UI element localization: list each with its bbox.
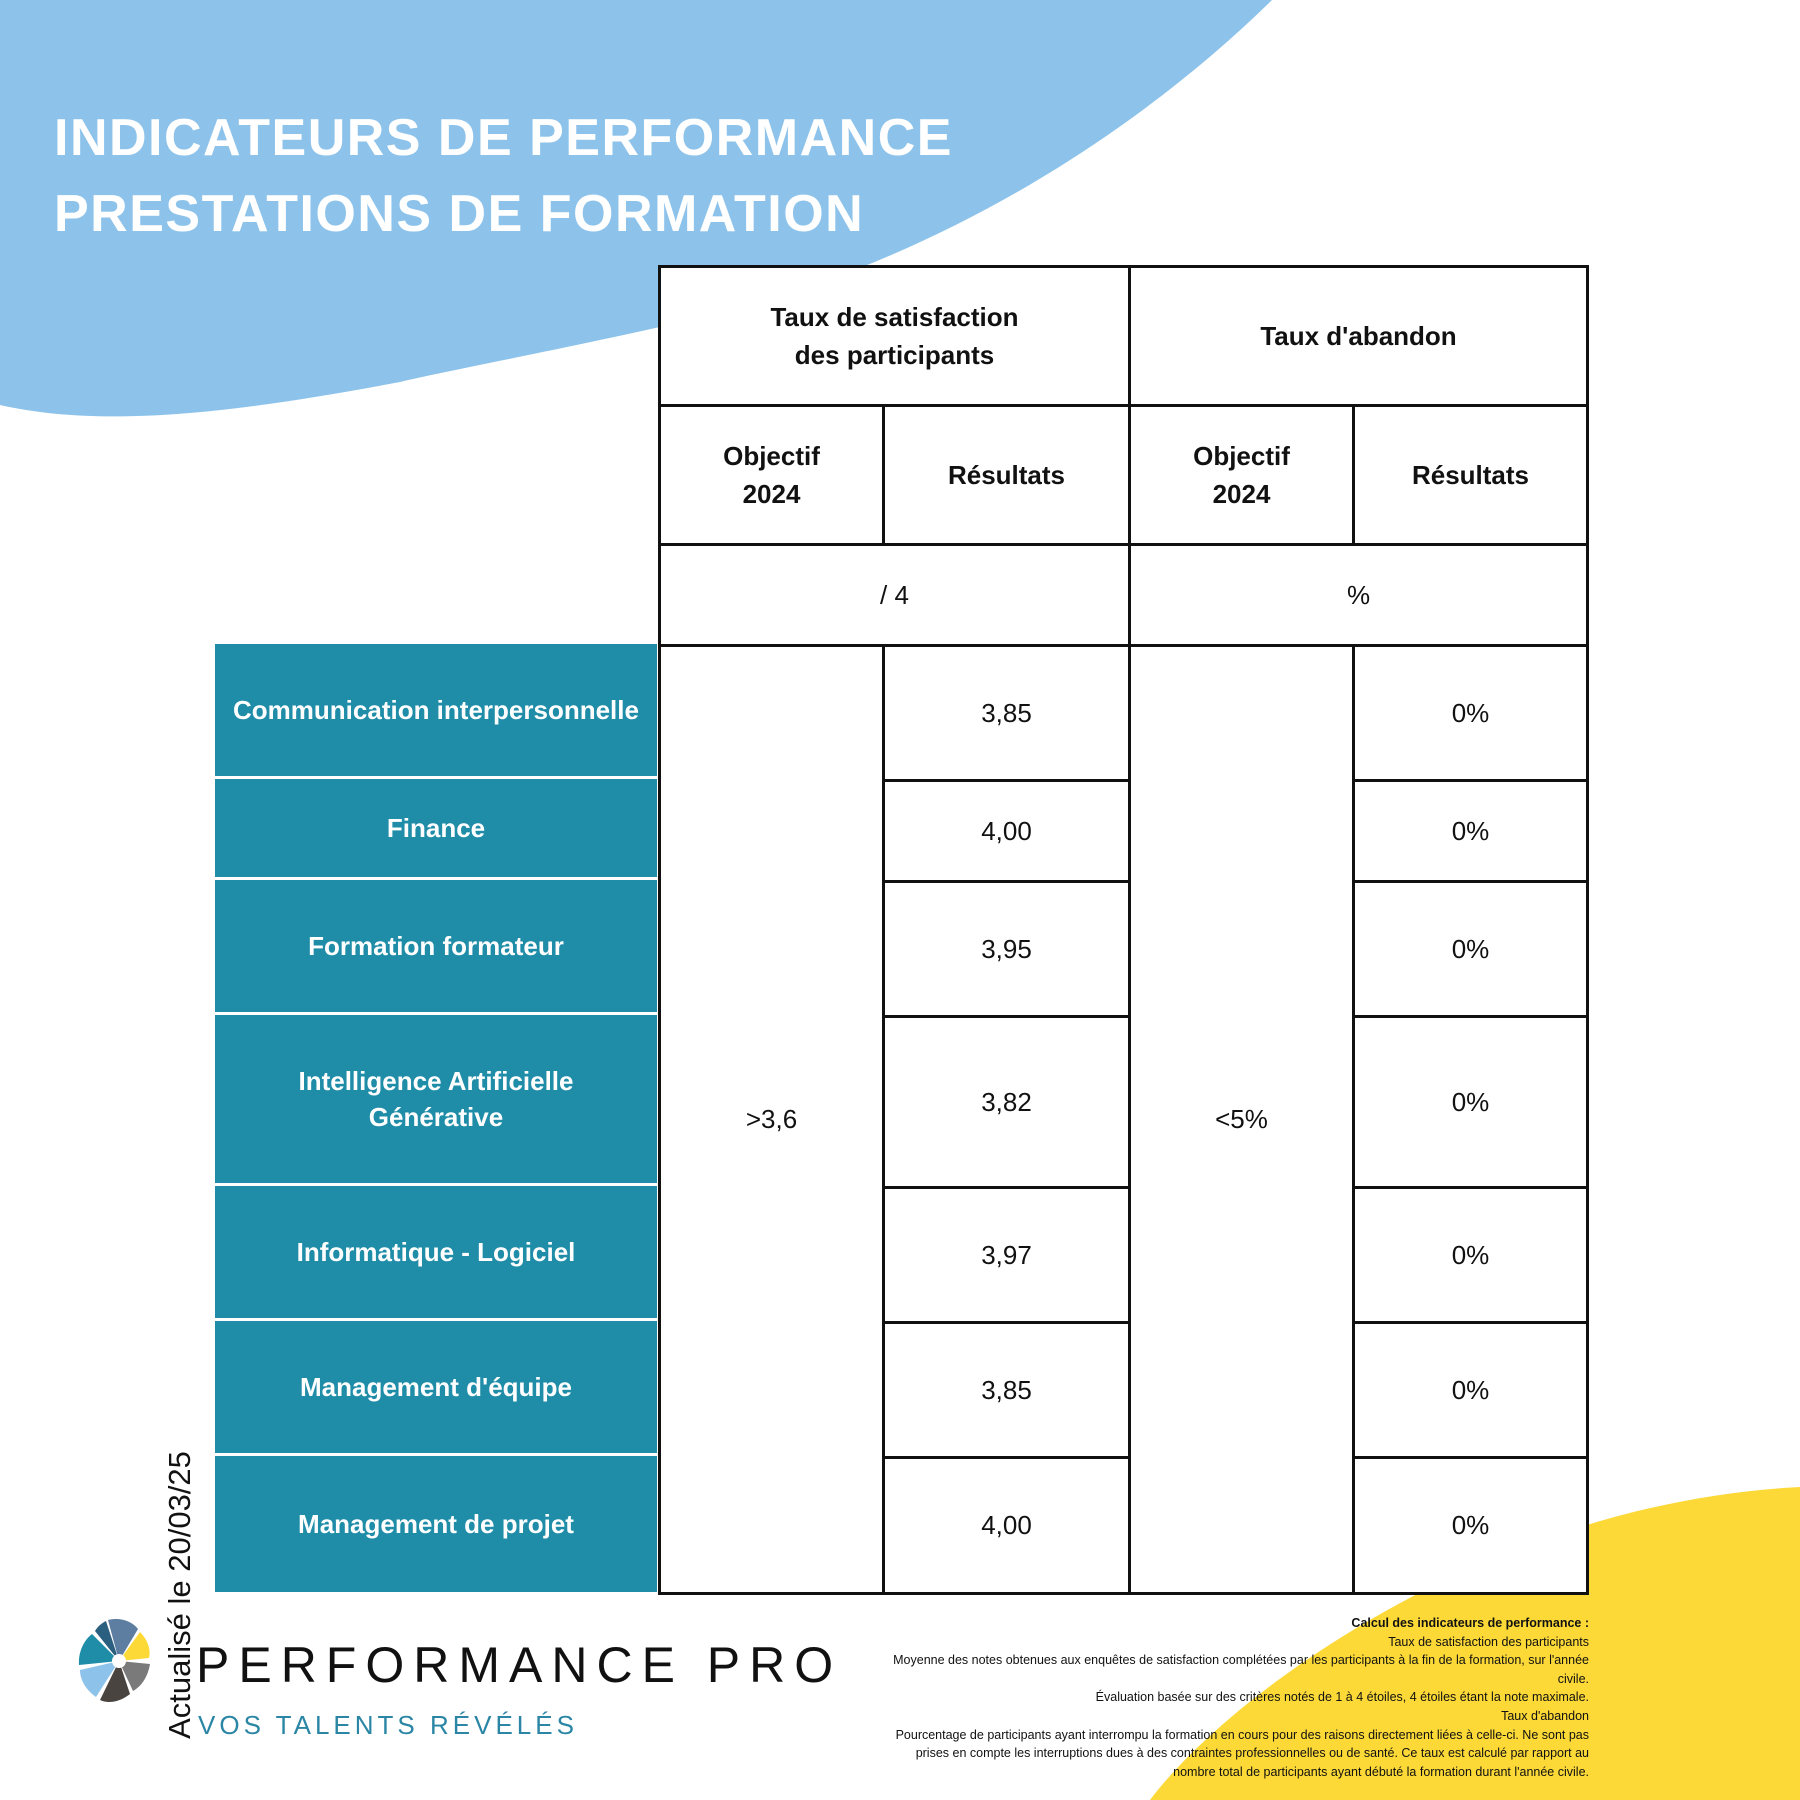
- satisfaction-objective-value: >3,6: [658, 644, 885, 1595]
- footnote-abandon-title: Taux d'abandon: [1501, 1708, 1589, 1723]
- satisfaction-result-cell: 4,00: [882, 1456, 1131, 1595]
- footnote-satisfaction-title: Taux de satisfaction des participants: [1388, 1634, 1589, 1649]
- category-label: Informatique - Logiciel: [215, 1186, 657, 1321]
- footnote-abandon-text: Pourcentage de participants ayant interr…: [895, 1727, 1589, 1779]
- category-column: Communication interpersonnelle Finance F…: [215, 644, 657, 1592]
- abandon-objective-value: <5%: [1128, 644, 1355, 1595]
- category-label: Finance: [215, 779, 657, 880]
- satisfaction-results-label: Résultats: [882, 404, 1131, 546]
- abandon-objective-label: Objectif 2024: [1128, 404, 1355, 546]
- category-label: Management de projet: [215, 1456, 657, 1592]
- satisfaction-objective-label: Objectif 2024: [658, 404, 885, 546]
- abandon-results-label: Résultats: [1352, 404, 1589, 546]
- title-line-1: INDICATEURS DE PERFORMANCE: [54, 109, 953, 167]
- calculation-footnote: Calcul des indicateurs de performance : …: [889, 1614, 1589, 1781]
- footnote-satisfaction-text: Moyenne des notes obtenues aux enquêtes …: [893, 1653, 1589, 1686]
- abandon-result-cell: 0%: [1352, 779, 1589, 883]
- satisfaction-unit: / 4: [658, 543, 1131, 647]
- updated-date: Actualisé le 20/03/25: [162, 1451, 197, 1739]
- abandon-result-cell: 0%: [1352, 1186, 1589, 1324]
- abandon-result-cell: 0%: [1352, 1456, 1589, 1595]
- satisfaction-result-cell: 3,97: [882, 1186, 1131, 1324]
- abandon-result-cell: 0%: [1352, 1321, 1589, 1459]
- blue-wave-shape: [0, 0, 1272, 417]
- category-label: Formation formateur: [215, 880, 657, 1015]
- yellow-wave-shape: [1150, 1487, 1800, 1800]
- abandon-result-cell: 0%: [1352, 1015, 1589, 1189]
- abandon-result-cell: 0%: [1352, 880, 1589, 1018]
- satisfaction-result-cell: 3,82: [882, 1015, 1131, 1189]
- satisfaction-result-cell: 3,85: [882, 1321, 1131, 1459]
- satisfaction-header: Taux de satisfaction des participants: [658, 265, 1131, 407]
- category-label: Intelligence Artificielle Générative: [215, 1015, 657, 1186]
- pinwheel-logo-icon: [78, 1619, 150, 1702]
- brand-name: PERFORMANCE PRO: [196, 1637, 843, 1693]
- category-label: Management d'équipe: [215, 1321, 657, 1456]
- page-title: INDICATEURS DE PERFORMANCE PRESTATIONS D…: [54, 100, 953, 252]
- abandon-result-cell: 0%: [1352, 644, 1589, 782]
- footnote-heading: Calcul des indicateurs de performance :: [1351, 1616, 1589, 1630]
- footnote-satisfaction-scale: Évaluation basée sur des critères notés …: [1095, 1690, 1589, 1705]
- category-label: Communication interpersonnelle: [215, 644, 657, 779]
- satisfaction-result-cell: 4,00: [882, 779, 1131, 883]
- abandon-unit: %: [1128, 543, 1589, 647]
- abandon-header: Taux d'abandon: [1128, 265, 1589, 407]
- indicators-table: Taux de satisfaction des participants Ta…: [658, 265, 1589, 1595]
- title-line-2: PRESTATIONS DE FORMATION: [54, 185, 865, 243]
- brand-tagline: VOS TALENTS RÉVÉLÉS: [198, 1710, 578, 1740]
- satisfaction-result-cell: 3,85: [882, 644, 1131, 782]
- satisfaction-result-cell: 3,95: [882, 880, 1131, 1018]
